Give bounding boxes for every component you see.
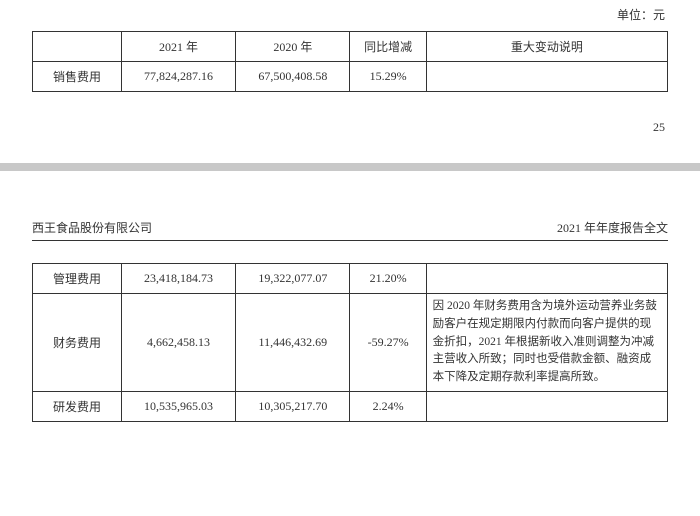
cell-2020: 19,322,077.07: [236, 264, 350, 294]
section-2: 西王食品股份有限公司 2021 年年度报告全文 管理费用 23,418,184.…: [0, 171, 700, 422]
unit-text: 单位：元: [617, 8, 665, 22]
cell-delta: 15.29%: [350, 62, 426, 92]
cell-label: 财务费用: [33, 294, 122, 392]
cell-note: [426, 62, 667, 92]
cell-2020: 67,500,408.58: [236, 62, 350, 92]
table2-row-admin: 管理费用 23,418,184.73 19,322,077.07 21.20%: [33, 264, 668, 294]
cell-label: 研发费用: [33, 392, 122, 422]
th-2020: 2020 年: [236, 32, 350, 62]
unit-label: 单位：元: [0, 0, 700, 23]
doc-header-wrap: 西王食品股份有限公司 2021 年年度报告全文: [0, 219, 700, 241]
cell-delta: 21.20%: [350, 264, 426, 294]
page-number-value: 25: [653, 120, 665, 134]
page-divider: [0, 163, 700, 171]
cell-2021: 23,418,184.73: [121, 264, 235, 294]
cell-2020: 10,305,217.70: [236, 392, 350, 422]
cell-2021: 77,824,287.16: [121, 62, 235, 92]
page-number: 25: [0, 92, 700, 135]
report-title: 2021 年年度报告全文: [557, 219, 668, 236]
doc-header: 西王食品股份有限公司 2021 年年度报告全文: [32, 219, 668, 241]
cell-2021: 10,535,965.03: [121, 392, 235, 422]
table2-row-finance: 财务费用 4,662,458.13 11,446,432.69 -59.27% …: [33, 294, 668, 392]
cell-2021: 4,662,458.13: [121, 294, 235, 392]
cell-2020: 11,446,432.69: [236, 294, 350, 392]
cell-delta: -59.27%: [350, 294, 426, 392]
table2-container: 管理费用 23,418,184.73 19,322,077.07 21.20% …: [0, 241, 700, 422]
company-name: 西王食品股份有限公司: [32, 219, 152, 236]
th-note: 重大变动说明: [426, 32, 667, 62]
table1-container: 2021 年 2020 年 同比增减 重大变动说明 销售费用 77,824,28…: [0, 23, 700, 92]
th-blank: [33, 32, 122, 62]
th-2021: 2021 年: [121, 32, 235, 62]
cell-delta: 2.24%: [350, 392, 426, 422]
expense-table-2: 管理费用 23,418,184.73 19,322,077.07 21.20% …: [32, 263, 668, 422]
cell-label: 销售费用: [33, 62, 122, 92]
th-delta: 同比增减: [350, 32, 426, 62]
table1-header-row: 2021 年 2020 年 同比增减 重大变动说明: [33, 32, 668, 62]
cell-label: 管理费用: [33, 264, 122, 294]
cell-note: [426, 264, 667, 294]
cell-note: [426, 392, 667, 422]
table2-row-rnd: 研发费用 10,535,965.03 10,305,217.70 2.24%: [33, 392, 668, 422]
cell-note: 因 2020 年财务费用含为境外运动营养业务鼓励客户在规定期限内付款而向客户提供…: [426, 294, 667, 392]
table1-row-sales: 销售费用 77,824,287.16 67,500,408.58 15.29%: [33, 62, 668, 92]
expense-table-1: 2021 年 2020 年 同比增减 重大变动说明 销售费用 77,824,28…: [32, 31, 668, 92]
